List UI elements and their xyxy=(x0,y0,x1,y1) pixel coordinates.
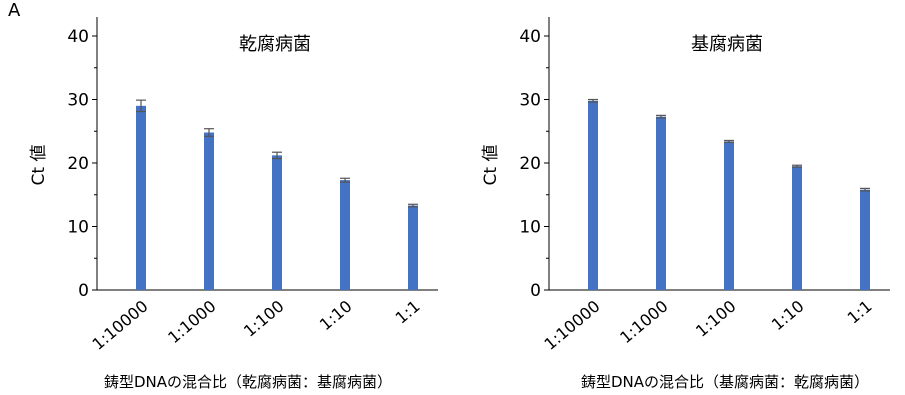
y-tick-label: 30 xyxy=(519,91,541,111)
x-tick-label: 1:1000 xyxy=(164,297,219,348)
y-tick-label: 20 xyxy=(519,154,541,174)
bar xyxy=(656,116,666,291)
y-tick-label: 10 xyxy=(519,218,541,238)
y-tick-label: 0 xyxy=(78,281,89,301)
x-tick-label: 1:10000 xyxy=(88,297,151,354)
y-axis-label: Ct 値 xyxy=(29,145,49,186)
bar xyxy=(340,180,350,290)
bar xyxy=(792,166,802,290)
bar xyxy=(136,105,146,290)
y-tick-label: 30 xyxy=(67,91,89,111)
panel-label: A xyxy=(8,0,21,21)
x-tick-label: 1:10 xyxy=(768,297,808,335)
bar xyxy=(588,100,598,291)
ct-chart-motogusare: 0 10 20 30 40 Ct 値 基腐病菌 1:10000 1:1000 1:100 1:10 1… xyxy=(481,17,890,354)
y-tick-label: 10 xyxy=(67,218,89,238)
bar xyxy=(860,189,870,290)
y-tick-label: 40 xyxy=(519,27,541,47)
x-tick-label: 1:1000 xyxy=(616,297,671,348)
bar xyxy=(204,132,214,290)
x-axis-label-left: 鋳型DNAの混合比（乾腐病菌：基腐病菌） xyxy=(103,373,393,391)
x-tick-label: 1:1 xyxy=(844,297,876,328)
x-tick-label: 1:1 xyxy=(392,297,424,328)
x-tick-label: 1:100 xyxy=(240,297,288,341)
y-tick-label: 20 xyxy=(67,154,89,174)
x-axis-label-right: 鋳型DNAの混合比（基腐病菌：乾腐病菌） xyxy=(580,373,870,391)
chart-title: 基腐病菌 xyxy=(691,34,763,55)
x-tick-label: 1:10000 xyxy=(540,297,603,354)
ct-chart-kanfu: 0 10 20 30 40 Ct 値 乾腐病菌 1:10000 1:1000 1:100 1:10 1… xyxy=(29,17,438,354)
y-axis-label: Ct 値 xyxy=(481,145,501,186)
bar xyxy=(272,155,282,290)
y-tick-label: 40 xyxy=(67,27,89,47)
bar xyxy=(724,141,734,290)
y-tick-label: 0 xyxy=(530,281,541,301)
chart-title: 乾腐病菌 xyxy=(239,34,311,55)
x-tick-label: 1:10 xyxy=(316,297,356,335)
bar xyxy=(408,205,418,290)
x-tick-label: 1:100 xyxy=(692,297,740,341)
